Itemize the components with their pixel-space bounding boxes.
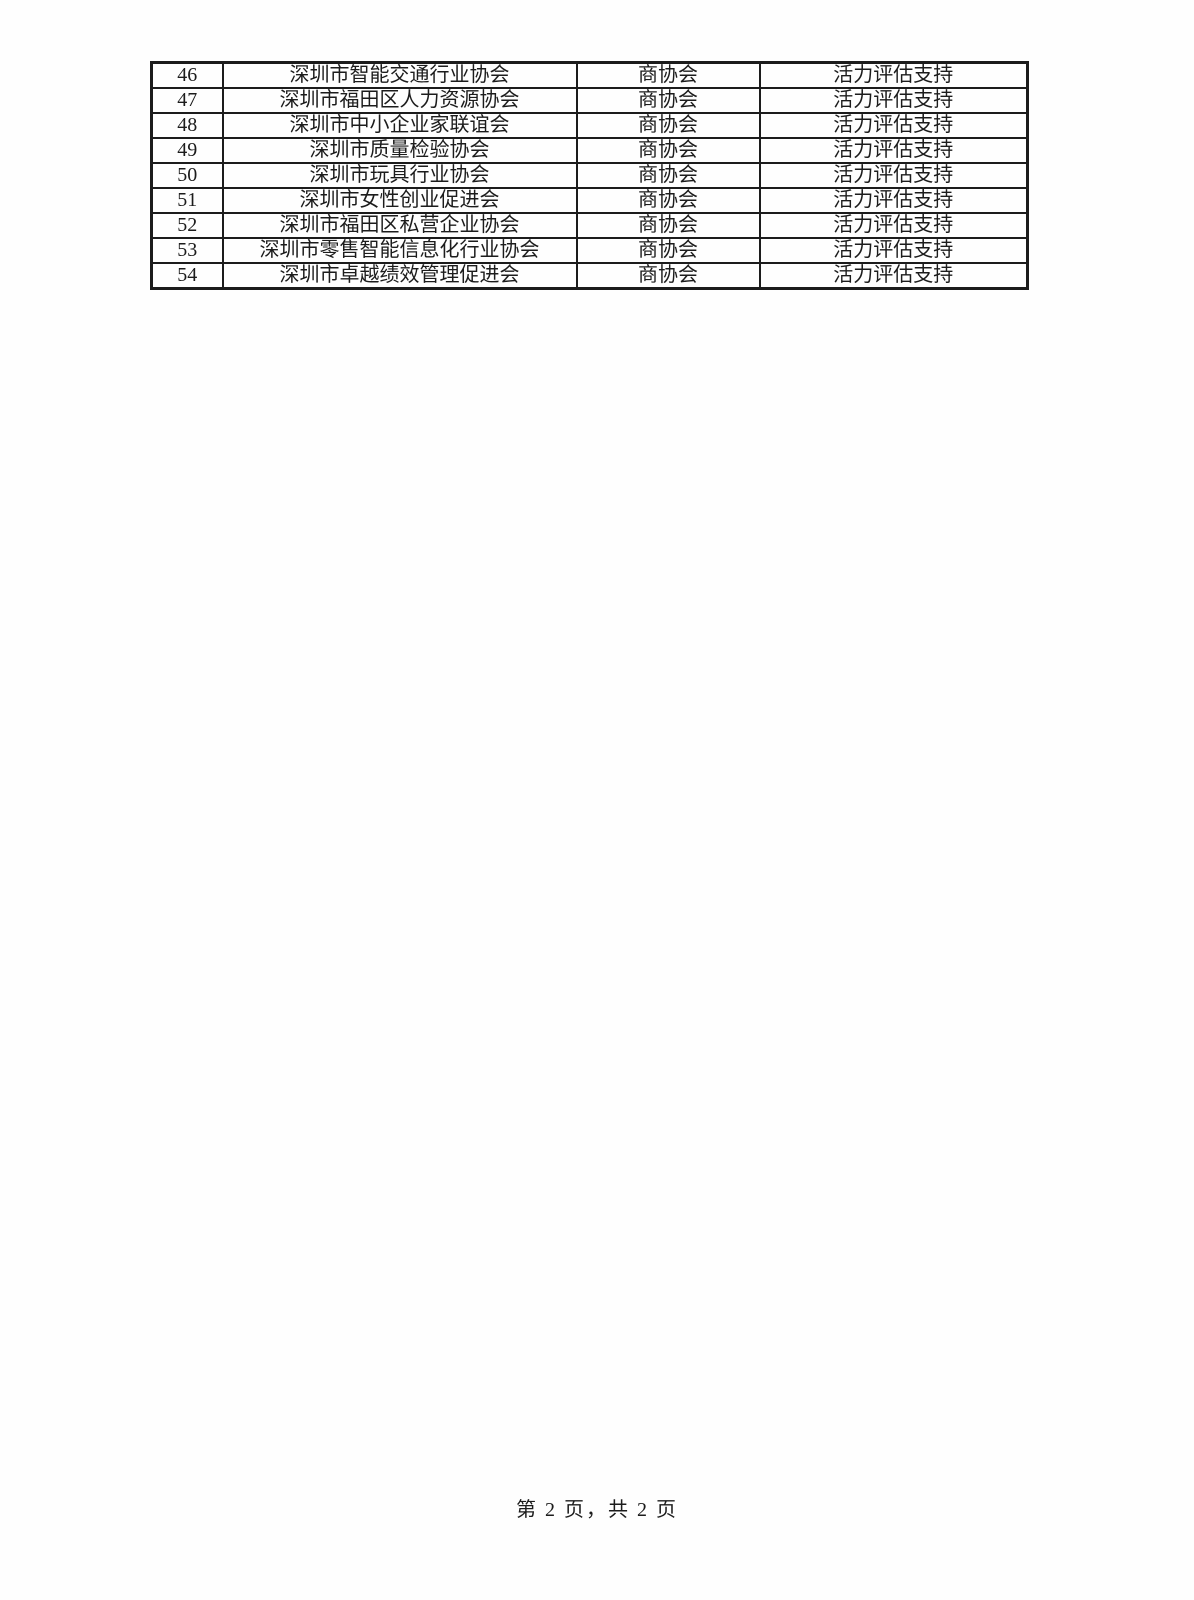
table-row: 46 深圳市智能交通行业协会 商协会 活力评估支持 bbox=[150, 61, 1029, 89]
support-type-cell: 活力评估支持 bbox=[758, 162, 1029, 189]
category-cell: 商协会 bbox=[575, 212, 761, 239]
support-type-cell: 活力评估支持 bbox=[758, 237, 1029, 264]
table-row: 52 深圳市福田区私营企业协会 商协会 活力评估支持 bbox=[150, 212, 1029, 239]
org-name-cell: 深圳市女性创业促进会 bbox=[221, 187, 578, 214]
org-name-cell: 深圳市玩具行业协会 bbox=[221, 162, 578, 189]
table-row: 48 深圳市中小企业家联谊会 商协会 活力评估支持 bbox=[150, 112, 1029, 139]
org-name-cell: 深圳市福田区私营企业协会 bbox=[221, 212, 578, 239]
row-number-cell: 47 bbox=[150, 87, 224, 114]
table-row: 53 深圳市零售智能信息化行业协会 商协会 活力评估支持 bbox=[150, 237, 1029, 264]
row-number-cell: 49 bbox=[150, 137, 224, 164]
row-number-cell: 52 bbox=[150, 212, 224, 239]
page-number-footer: 第 2 页，共 2 页 bbox=[516, 1499, 678, 1521]
category-cell: 商协会 bbox=[575, 162, 761, 189]
org-name-cell: 深圳市卓越绩效管理促进会 bbox=[221, 262, 578, 290]
category-cell: 商协会 bbox=[575, 112, 761, 139]
row-number-cell: 53 bbox=[150, 237, 224, 264]
support-type-cell: 活力评估支持 bbox=[758, 112, 1029, 139]
support-type-cell: 活力评估支持 bbox=[758, 61, 1029, 89]
row-number-cell: 50 bbox=[150, 162, 224, 189]
association-table: 46 深圳市智能交通行业协会 商协会 活力评估支持 47 深圳市福田区人力资源协… bbox=[150, 61, 1029, 290]
category-cell: 商协会 bbox=[575, 262, 761, 290]
category-cell: 商协会 bbox=[575, 237, 761, 264]
support-type-cell: 活力评估支持 bbox=[758, 87, 1029, 114]
row-number-cell: 46 bbox=[150, 61, 224, 89]
table-row: 54 深圳市卓越绩效管理促进会 商协会 活力评估支持 bbox=[150, 262, 1029, 290]
category-cell: 商协会 bbox=[575, 187, 761, 214]
table-row: 47 深圳市福田区人力资源协会 商协会 活力评估支持 bbox=[150, 87, 1029, 114]
org-name-cell: 深圳市智能交通行业协会 bbox=[221, 61, 578, 89]
support-type-cell: 活力评估支持 bbox=[758, 212, 1029, 239]
row-number-cell: 48 bbox=[150, 112, 224, 139]
org-name-cell: 深圳市中小企业家联谊会 bbox=[221, 112, 578, 139]
org-name-cell: 深圳市质量检验协会 bbox=[221, 137, 578, 164]
table-row: 51 深圳市女性创业促进会 商协会 活力评估支持 bbox=[150, 187, 1029, 214]
association-table-container: 46 深圳市智能交通行业协会 商协会 活力评估支持 47 深圳市福田区人力资源协… bbox=[150, 61, 1029, 290]
row-number-cell: 54 bbox=[150, 262, 224, 290]
support-type-cell: 活力评估支持 bbox=[758, 137, 1029, 164]
support-type-cell: 活力评估支持 bbox=[758, 187, 1029, 214]
org-name-cell: 深圳市零售智能信息化行业协会 bbox=[221, 237, 578, 264]
category-cell: 商协会 bbox=[575, 137, 761, 164]
support-type-cell: 活力评估支持 bbox=[758, 262, 1029, 290]
row-number-cell: 51 bbox=[150, 187, 224, 214]
category-cell: 商协会 bbox=[575, 61, 761, 89]
table-row: 49 深圳市质量检验协会 商协会 活力评估支持 bbox=[150, 137, 1029, 164]
table-row: 50 深圳市玩具行业协会 商协会 活力评估支持 bbox=[150, 162, 1029, 189]
org-name-cell: 深圳市福田区人力资源协会 bbox=[221, 87, 578, 114]
category-cell: 商协会 bbox=[575, 87, 761, 114]
